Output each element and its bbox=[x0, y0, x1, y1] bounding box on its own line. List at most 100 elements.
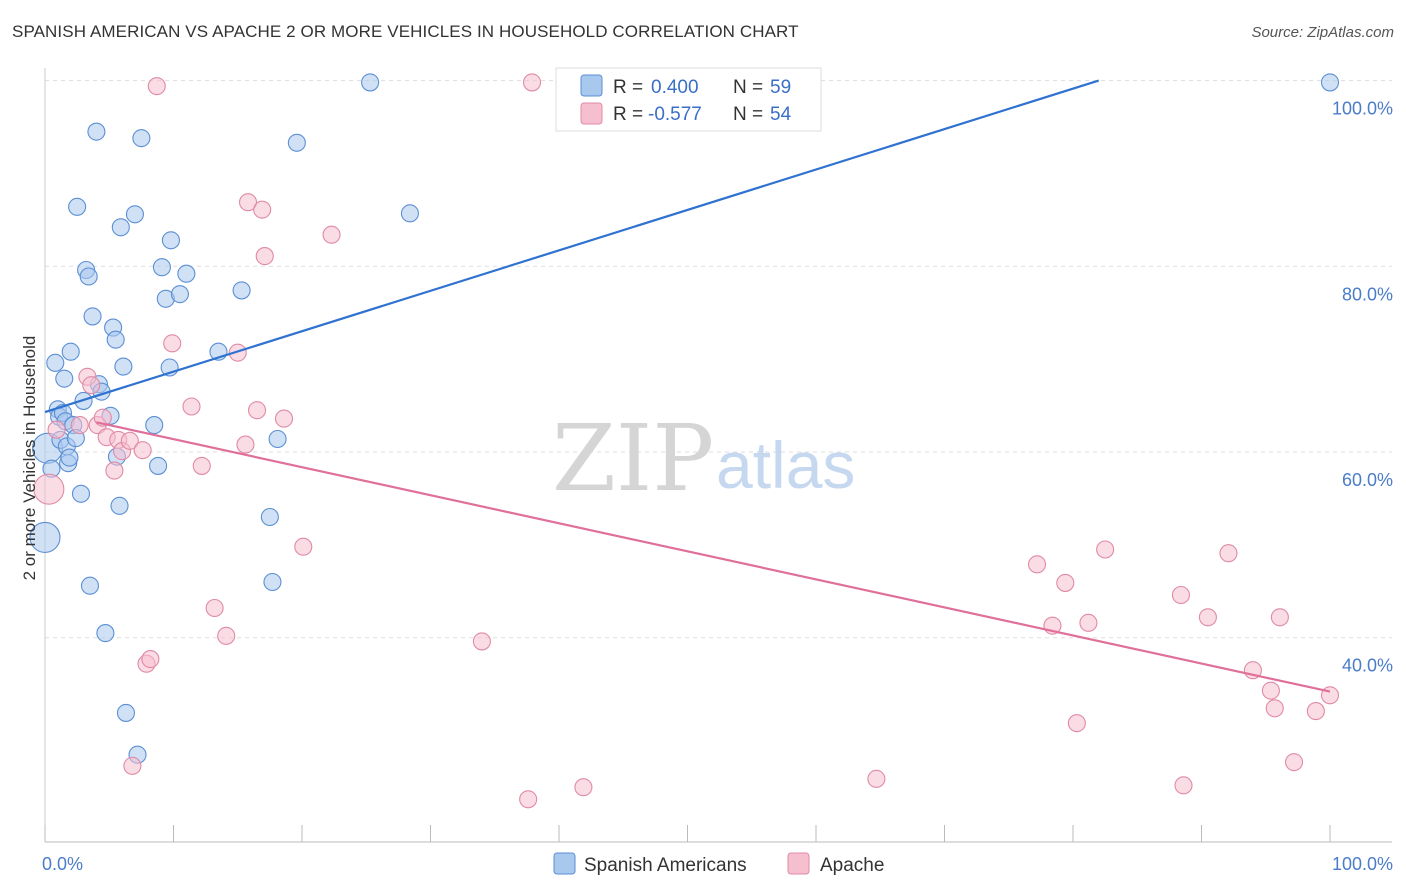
apache-point bbox=[1174, 776, 1193, 795]
spanish-american-point bbox=[268, 429, 287, 449]
apache-point bbox=[1171, 585, 1190, 605]
apache-point bbox=[322, 225, 341, 244]
legend: R = 0.400 N = 59 R = -0.577 N = 54 bbox=[555, 67, 822, 132]
apache-point bbox=[47, 420, 66, 439]
apache-point bbox=[574, 778, 593, 797]
grid-lines: 40.0% 60.0% 80.0% 100.0% bbox=[45, 80, 1393, 676]
spanish-american-point bbox=[55, 369, 74, 388]
spanish-american-point bbox=[125, 205, 144, 224]
apache-point bbox=[867, 769, 886, 788]
apache-point bbox=[141, 650, 160, 669]
apache-point bbox=[247, 401, 267, 420]
apache-point bbox=[1056, 573, 1075, 592]
apache-trend-line bbox=[96, 421, 1331, 693]
spanish-american-point bbox=[79, 267, 98, 286]
apache-point bbox=[472, 632, 491, 651]
spanish-american-point bbox=[111, 218, 130, 237]
apache-point bbox=[522, 73, 542, 92]
apache-point bbox=[70, 416, 89, 435]
apache-point bbox=[255, 247, 274, 266]
y-tick-label: 40.0% bbox=[1342, 656, 1393, 676]
bottom-legend-apache: Apache bbox=[820, 855, 884, 876]
watermark-zip: ZIP bbox=[552, 405, 714, 512]
spanish-american-point bbox=[260, 507, 279, 527]
spanish-american-point bbox=[145, 416, 164, 435]
apache-point bbox=[147, 77, 166, 96]
legend-n-label: N = bbox=[733, 104, 763, 125]
spanish-american-point bbox=[170, 285, 189, 304]
source-credit: Source: ZipAtlas.com bbox=[1251, 24, 1394, 41]
apache-point bbox=[1079, 613, 1098, 632]
spanish-american-point bbox=[71, 484, 91, 503]
axes: 0.0% 100.0% bbox=[42, 68, 1393, 874]
bottom-legend-swatch-apache bbox=[787, 852, 810, 875]
spanish-american-point bbox=[110, 496, 129, 515]
x-tick-label: 0.0% bbox=[42, 854, 83, 874]
apache-point bbox=[133, 441, 152, 460]
spanish-american-point bbox=[83, 307, 102, 326]
watermark: ZIP atlas bbox=[552, 405, 855, 512]
apache-point bbox=[33, 473, 65, 505]
apache-point bbox=[82, 376, 101, 395]
legend-n-value: 54 bbox=[770, 104, 792, 125]
legend-r-value: -0.577 bbox=[648, 104, 702, 125]
spanish-american-point bbox=[152, 258, 171, 277]
spanish-american-point bbox=[87, 122, 106, 141]
spanish-american-point bbox=[80, 576, 100, 595]
trend-lines bbox=[44, 79, 1331, 693]
apache-point bbox=[274, 409, 294, 428]
spanish-american-point bbox=[116, 703, 136, 722]
legend-n-value: 59 bbox=[770, 77, 791, 98]
bottom-legend: Spanish Americans Apache bbox=[553, 852, 884, 876]
apache-point bbox=[1219, 544, 1238, 563]
spanish-american-point bbox=[61, 342, 80, 361]
spanish-american-point bbox=[114, 357, 133, 376]
spanish-american-point bbox=[96, 624, 115, 643]
legend-n-label: N = bbox=[733, 77, 763, 98]
y-tick-label: 100.0% bbox=[1332, 99, 1393, 119]
apache-point bbox=[1067, 714, 1086, 733]
spanish-american-point bbox=[29, 521, 61, 553]
spanish-american-point bbox=[132, 129, 151, 148]
spanish-american-point bbox=[1320, 73, 1340, 92]
spanish-american-point bbox=[60, 448, 79, 467]
apache-point bbox=[253, 200, 272, 219]
apache-point bbox=[1198, 608, 1217, 627]
apache-point bbox=[1306, 702, 1325, 721]
watermark-atlas: atlas bbox=[716, 428, 855, 502]
apache-point bbox=[1284, 753, 1304, 772]
x-tick-label: 100.0% bbox=[1332, 854, 1393, 874]
apache-point bbox=[1096, 540, 1115, 559]
series-apache bbox=[33, 73, 1340, 809]
apache-point bbox=[1261, 681, 1280, 700]
bottom-legend-spanish-americans: Spanish Americans bbox=[584, 855, 747, 876]
spanish-american-point bbox=[106, 330, 125, 349]
legend-r-label: R = bbox=[613, 104, 643, 125]
apache-point bbox=[294, 537, 313, 556]
y-tick-label: 80.0% bbox=[1342, 284, 1393, 304]
spanish-american-point bbox=[361, 73, 380, 92]
spanish-american-point bbox=[161, 231, 180, 250]
series-spanish-americans bbox=[29, 73, 1340, 764]
y-tick-label: 60.0% bbox=[1342, 470, 1393, 490]
apache-point bbox=[1265, 699, 1284, 718]
chart-title: SPANISH AMERICAN VS APACHE 2 OR MORE VEH… bbox=[12, 22, 799, 41]
apache-point bbox=[236, 435, 255, 454]
spanish-american-point bbox=[177, 264, 196, 283]
data-series bbox=[29, 73, 1340, 809]
apache-point bbox=[182, 397, 201, 416]
legend-swatch-apache bbox=[580, 102, 603, 125]
apache-point bbox=[105, 461, 124, 480]
apache-point bbox=[1270, 608, 1289, 627]
apache-point bbox=[205, 598, 224, 618]
legend-r-label: R = bbox=[613, 77, 643, 98]
apache-point bbox=[238, 193, 258, 212]
apache-point bbox=[120, 431, 139, 450]
apache-point bbox=[217, 626, 236, 645]
apache-point bbox=[123, 756, 142, 775]
apache-point bbox=[1027, 555, 1047, 574]
y-axis-label: 2 or more Vehicles in Household bbox=[20, 336, 39, 581]
apache-point bbox=[192, 456, 211, 475]
bottom-legend-swatch-spanish-americans bbox=[553, 852, 576, 875]
